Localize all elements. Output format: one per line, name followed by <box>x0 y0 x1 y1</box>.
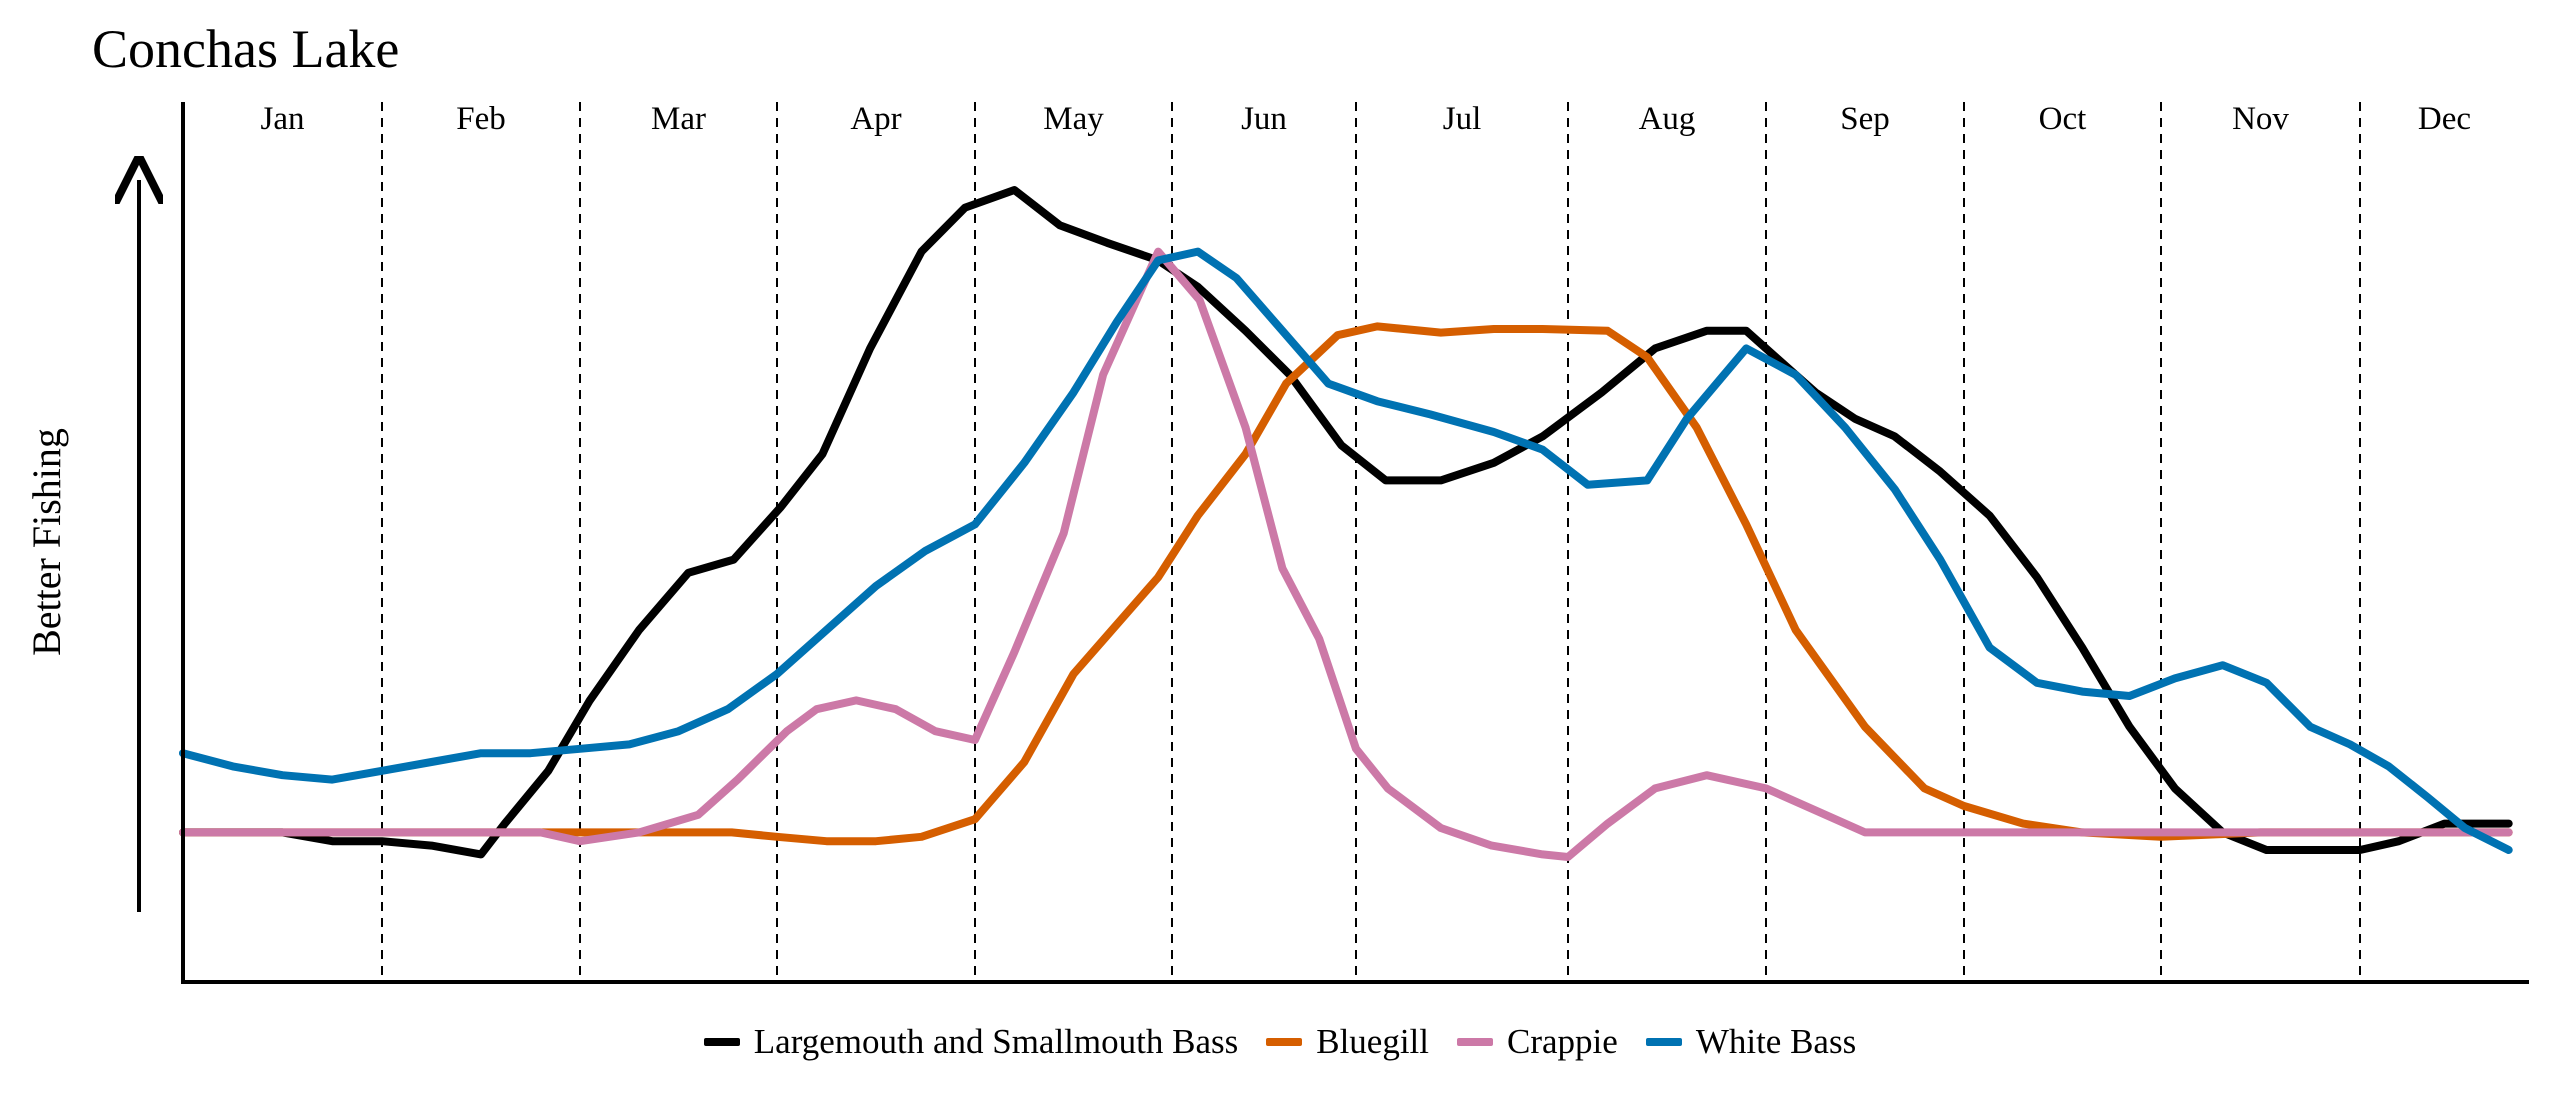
legend-item: Largemouth and Smallmouth Bass <box>703 1022 1239 1062</box>
month-label: Nov <box>2232 101 2289 137</box>
legend-item: Crappie <box>1457 1022 1618 1062</box>
chart-legend: Largemouth and Smallmouth Bass Bluegill Cr… <box>0 1020 2560 1064</box>
month-label: Jul <box>1443 101 1482 137</box>
legend-label: Crappie <box>1507 1022 1618 1061</box>
series-line-largemouth-and-smallmouth-bass <box>179 186 2513 859</box>
legend-swatch <box>1266 1038 1303 1046</box>
month-label: Oct <box>2039 101 2087 137</box>
legend-swatch <box>1645 1038 1682 1046</box>
series-lines <box>179 186 2513 861</box>
month-label: Sep <box>1840 101 1890 137</box>
month-label: Dec <box>2418 101 2471 137</box>
month-divider-lines <box>381 102 2361 982</box>
legend-label: Bluegill <box>1316 1022 1430 1061</box>
month-label: Mar <box>651 101 706 137</box>
legend-swatch <box>1457 1038 1494 1046</box>
y-axis-label: Better Fishing <box>24 428 69 656</box>
month-label: May <box>1043 101 1104 137</box>
legend-label: Largemouth and Smallmouth Bass <box>753 1022 1239 1061</box>
month-label: Apr <box>850 101 901 137</box>
month-labels: Jan Feb Mar Apr May Jun Jul Aug Sep Oct Nov Dec <box>261 101 2472 137</box>
month-label: Jun <box>1241 101 1287 137</box>
legend-item: Bluegill <box>1266 1022 1429 1062</box>
series-line-bluegill <box>179 322 2513 846</box>
legend-label: White Bass <box>1695 1022 1857 1061</box>
month-label: Jan <box>261 101 305 137</box>
legend-swatch <box>703 1038 740 1046</box>
legend-item: White Bass <box>1645 1022 1857 1062</box>
series-line-crappie <box>179 247 2513 861</box>
chart-title: Conchas Lake <box>92 19 400 79</box>
series-line-white-bass <box>179 247 2513 854</box>
month-label: Feb <box>456 101 506 137</box>
month-label: Aug <box>1639 101 1696 137</box>
